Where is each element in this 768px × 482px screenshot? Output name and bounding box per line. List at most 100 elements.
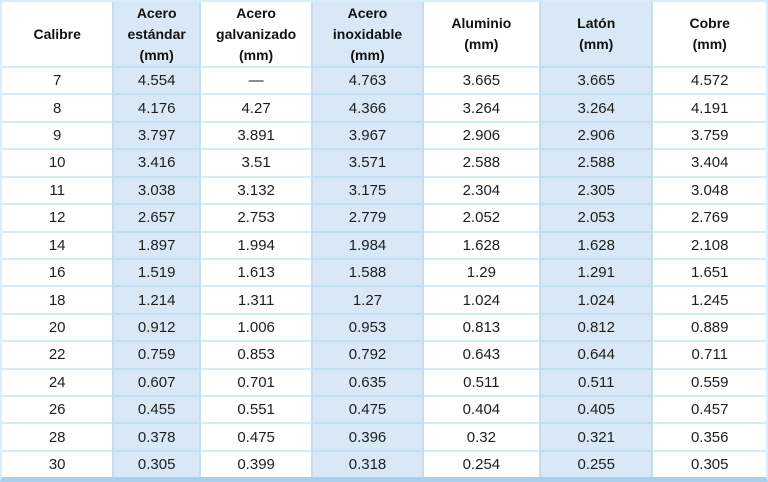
gauge-cell: 8 bbox=[2, 93, 114, 122]
column-header-label: Acero inoxidable bbox=[332, 4, 403, 42]
value-cell: 2.769 bbox=[652, 203, 766, 232]
column-header-label: Calibre bbox=[33, 25, 81, 42]
value-cell: 0.305 bbox=[652, 449, 766, 477]
value-cell: 0.396 bbox=[311, 422, 424, 451]
value-cell: 0.607 bbox=[112, 367, 201, 397]
table-row: 7 4.554—4.763 3.665 3.665 4.572 bbox=[2, 65, 766, 95]
column-header: Acero estándar (mm) bbox=[112, 2, 201, 67]
gauge-cell: 7 bbox=[2, 65, 114, 95]
column-header: Calibre bbox=[2, 2, 113, 67]
gauge-cell: 22 bbox=[2, 340, 114, 369]
value-cell: 1.651 bbox=[652, 257, 766, 287]
column-header-unit: (mm) bbox=[464, 36, 499, 52]
value-cell: 0.321 bbox=[539, 422, 654, 451]
value-cell: 3.175 bbox=[311, 175, 424, 205]
value-cell: 0.889 bbox=[652, 312, 766, 342]
column-header-unit: (mm) bbox=[139, 46, 174, 63]
value-cell: 0.318 bbox=[311, 449, 424, 477]
value-cell: 2.588 bbox=[539, 148, 654, 177]
value-cell: 3.132 bbox=[199, 175, 313, 205]
gauge-cell: 9 bbox=[2, 120, 114, 150]
table-row: 26 0.455 0.551 0.475 0.404 0.405 0.457 bbox=[2, 395, 766, 424]
value-cell: 2.657 bbox=[112, 203, 201, 232]
value-cell: 0.475 bbox=[199, 422, 313, 451]
column-header: Cobre (mm) bbox=[652, 2, 766, 67]
value-cell: 4.763 bbox=[311, 65, 424, 95]
column-header: Acero inoxidable (mm) bbox=[311, 2, 424, 67]
table-row: 14 1.897 1.994 1.984 1.628 1.628 2.108 bbox=[2, 230, 766, 259]
table-row: 28 0.378 0.475 0.396 0.32 0.321 0.356 bbox=[2, 422, 766, 451]
value-cell: 4.176 bbox=[112, 93, 201, 122]
value-cell: 0.475 bbox=[311, 395, 424, 424]
gauge-cell: 16 bbox=[2, 257, 114, 287]
value-cell: 0.912 bbox=[112, 312, 201, 342]
value-cell: 3.264 bbox=[539, 93, 654, 122]
column-header-unit: (mm) bbox=[350, 46, 385, 63]
value-cell: 3.048 bbox=[652, 175, 766, 205]
column-header-label: Cobre bbox=[689, 15, 730, 31]
table-body: 7 4.554—4.763 3.665 3.665 4.572 8 4.176 4.27 4.3… bbox=[2, 65, 766, 477]
column-header-label: Aluminio bbox=[451, 15, 512, 31]
value-cell: 1.613 bbox=[199, 257, 313, 287]
value-cell: 3.571 bbox=[311, 148, 424, 177]
value-cell: 1.897 bbox=[112, 230, 201, 259]
value-cell: 2.053 bbox=[539, 203, 654, 232]
column-header-unit: (mm) bbox=[692, 36, 727, 52]
value-cell: 2.052 bbox=[422, 203, 541, 232]
column-header: Latón (mm) bbox=[539, 2, 654, 67]
value-cell: 0.305 bbox=[112, 449, 201, 477]
value-cell: 3.264 bbox=[422, 93, 541, 122]
value-cell: 0.711 bbox=[652, 340, 766, 369]
gauge-cell: 11 bbox=[2, 175, 114, 205]
table-row: 30 0.305 0.399 0.318 0.254 0.255 0.305 bbox=[2, 449, 766, 477]
value-cell: 0.405 bbox=[539, 395, 654, 424]
gauge-cell: 30 bbox=[2, 449, 114, 477]
column-header-label: Acero estándar bbox=[127, 4, 186, 42]
gauge-cell: 18 bbox=[2, 285, 114, 314]
value-cell: 1.006 bbox=[199, 312, 313, 342]
value-cell: 2.906 bbox=[539, 120, 654, 150]
value-cell: 0.812 bbox=[539, 312, 654, 342]
table-row: 16 1.519 1.613 1.588 1.29 1.291 1.651 bbox=[2, 257, 766, 287]
gauge-cell: 14 bbox=[2, 230, 114, 259]
table-header: Calibre Acero estándar (mm) Acero galvaniza… bbox=[2, 2, 766, 67]
value-cell: 1.311 bbox=[199, 285, 313, 314]
value-cell: 3.891 bbox=[199, 120, 313, 150]
value-cell: 1.994 bbox=[199, 230, 313, 259]
value-cell: 0.559 bbox=[652, 367, 766, 397]
gauge-cell: 28 bbox=[2, 422, 114, 451]
value-cell: 1.214 bbox=[112, 285, 201, 314]
value-cell: 0.399 bbox=[199, 449, 313, 477]
value-cell: 0.635 bbox=[311, 367, 424, 397]
value-cell: 0.853 bbox=[199, 340, 313, 369]
column-header-unit: (mm) bbox=[239, 46, 274, 63]
value-cell: 0.255 bbox=[539, 449, 654, 477]
table-row: 24 0.607 0.701 0.635 0.511 0.511 0.559 bbox=[2, 367, 766, 397]
value-cell: 2.906 bbox=[422, 120, 541, 150]
table-row: 18 1.214 1.311 1.27 1.024 1.024 1.245 bbox=[2, 285, 766, 314]
gauge-cell: 10 bbox=[2, 148, 114, 177]
value-cell: 1.29 bbox=[422, 257, 541, 287]
value-cell: 0.551 bbox=[199, 395, 313, 424]
value-cell: 2.588 bbox=[422, 148, 541, 177]
gauge-cell: 24 bbox=[2, 367, 114, 397]
value-cell: 3.665 bbox=[422, 65, 541, 95]
table-header-row: Calibre Acero estándar (mm) Acero galvaniza… bbox=[2, 2, 766, 67]
column-header-unit: (mm) bbox=[579, 36, 614, 52]
value-cell: 4.554 bbox=[112, 65, 201, 95]
table-row: 20 0.912 1.006 0.953 0.813 0.812 0.889 bbox=[2, 312, 766, 342]
value-cell: 3.404 bbox=[652, 148, 766, 177]
value-cell: 3.416 bbox=[112, 148, 201, 177]
table-row: 12 2.657 2.753 2.779 2.052 2.053 2.769 bbox=[2, 203, 766, 232]
gauge-cell: 26 bbox=[2, 395, 114, 424]
column-header: Acero galvanizado (mm) bbox=[200, 2, 312, 67]
value-cell: 0.378 bbox=[112, 422, 201, 451]
value-cell: 3.967 bbox=[311, 120, 424, 150]
value-cell: 0.455 bbox=[112, 395, 201, 424]
value-cell: 4.27 bbox=[199, 93, 313, 122]
value-cell: 0.511 bbox=[539, 367, 654, 397]
value-cell: 0.644 bbox=[539, 340, 654, 369]
value-cell: 1.245 bbox=[652, 285, 766, 314]
value-cell: 3.759 bbox=[652, 120, 766, 150]
